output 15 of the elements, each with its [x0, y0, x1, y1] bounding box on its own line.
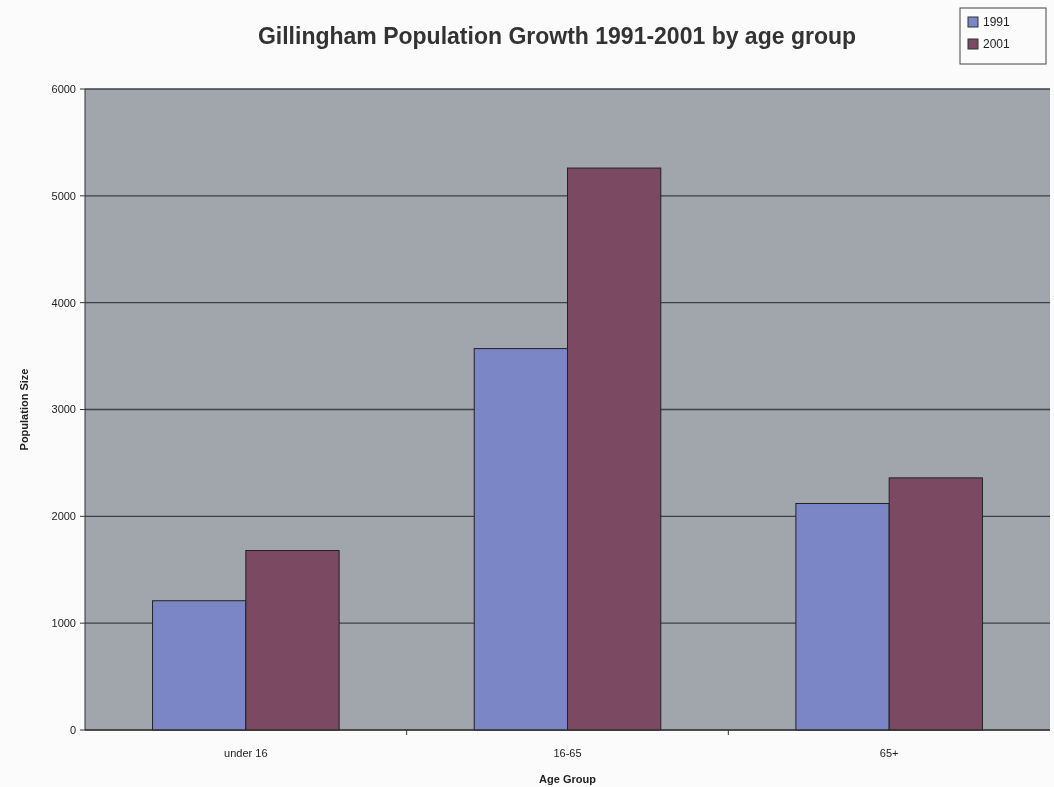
y-axis-title: Population Size — [18, 368, 30, 451]
legend-label: 2001 — [983, 37, 1011, 52]
y-tick-label: 4000 — [51, 296, 76, 309]
chart-title: Gillingham Population Growth 1991-2001 by age group — [257, 23, 857, 49]
y-tick-label: 5000 — [51, 189, 76, 202]
y-tick-label: 0 — [69, 723, 76, 736]
y-tick-label: 3000 — [51, 403, 76, 416]
y-tick-label: 2000 — [51, 510, 76, 523]
x-axis-title: Age Group — [539, 773, 597, 785]
y-tick-label: 6000 — [51, 82, 76, 95]
x-tick-label: under 16 — [224, 747, 268, 759]
legend-label: 1991 — [983, 15, 1011, 30]
x-tick-label: 16-65 — [553, 747, 582, 759]
y-tick-label: 1000 — [51, 617, 76, 630]
x-tick-label: 65+ — [879, 747, 899, 759]
